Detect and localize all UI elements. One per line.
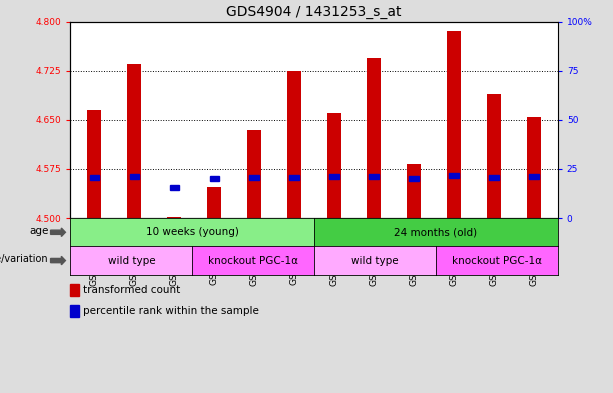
Text: transformed count: transformed count bbox=[83, 285, 180, 296]
Bar bbox=[170, 185, 179, 190]
Bar bbox=[327, 113, 341, 218]
Bar bbox=[207, 187, 221, 218]
Text: wild type: wild type bbox=[351, 255, 399, 266]
Text: wild type: wild type bbox=[108, 255, 155, 266]
Bar bbox=[487, 94, 501, 218]
Text: genotype/variation: genotype/variation bbox=[0, 254, 48, 264]
Title: GDS4904 / 1431253_s_at: GDS4904 / 1431253_s_at bbox=[226, 5, 402, 19]
Bar bbox=[489, 175, 499, 180]
Bar bbox=[329, 174, 339, 180]
FancyArrow shape bbox=[51, 228, 66, 237]
Bar bbox=[287, 71, 301, 218]
Bar bbox=[89, 175, 99, 180]
Text: age: age bbox=[29, 226, 48, 236]
Bar bbox=[70, 305, 79, 317]
Bar bbox=[289, 175, 299, 180]
Bar bbox=[167, 217, 181, 218]
Bar bbox=[247, 130, 261, 218]
Bar bbox=[128, 64, 142, 218]
Text: 24 months (old): 24 months (old) bbox=[394, 227, 478, 237]
Text: knockout PGC-1α: knockout PGC-1α bbox=[452, 255, 542, 266]
Bar bbox=[529, 174, 539, 180]
Bar bbox=[367, 58, 381, 218]
Bar bbox=[249, 175, 259, 180]
Bar bbox=[369, 174, 379, 180]
Text: percentile rank within the sample: percentile rank within the sample bbox=[83, 306, 259, 316]
Bar bbox=[88, 110, 102, 218]
Bar bbox=[449, 173, 459, 178]
Bar bbox=[447, 31, 461, 218]
Bar bbox=[210, 176, 219, 182]
Bar bbox=[129, 174, 139, 180]
Text: knockout PGC-1α: knockout PGC-1α bbox=[208, 255, 299, 266]
Text: 10 weeks (young): 10 weeks (young) bbox=[146, 227, 239, 237]
FancyArrow shape bbox=[51, 256, 66, 265]
Bar bbox=[409, 176, 419, 182]
Bar bbox=[407, 164, 421, 218]
Bar bbox=[527, 117, 541, 218]
Bar bbox=[70, 284, 79, 296]
